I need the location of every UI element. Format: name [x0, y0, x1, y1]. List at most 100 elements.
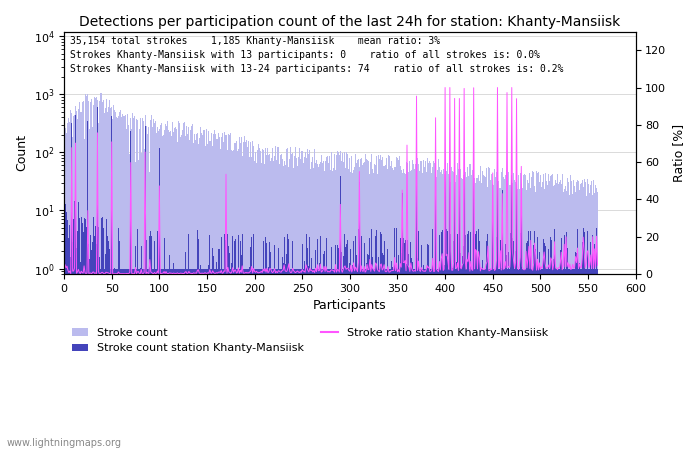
Bar	[328, 163, 330, 450]
Bar	[93, 217, 94, 450]
Bar	[77, 231, 78, 450]
Bar	[553, 186, 554, 450]
Bar	[158, 269, 159, 450]
Bar	[432, 230, 433, 450]
Bar	[185, 136, 186, 450]
Bar	[230, 269, 231, 450]
Bar	[162, 135, 164, 450]
Bar	[113, 269, 114, 450]
Bar	[211, 269, 212, 450]
Bar	[431, 269, 432, 450]
Bar	[320, 162, 321, 450]
Bar	[309, 150, 310, 450]
Bar	[401, 252, 402, 450]
Bar	[66, 133, 67, 450]
Bar	[481, 269, 482, 450]
Bar	[592, 195, 593, 450]
Bar	[524, 175, 526, 450]
Bar	[584, 182, 586, 450]
Bar	[270, 161, 272, 450]
Bar	[112, 269, 113, 450]
Bar	[449, 163, 450, 450]
Bar	[285, 165, 286, 450]
Bar	[88, 244, 90, 450]
Bar	[318, 167, 319, 450]
Bar	[424, 166, 425, 450]
Bar	[428, 163, 429, 450]
Bar	[75, 115, 76, 450]
Bar	[404, 243, 405, 450]
Bar	[393, 170, 394, 450]
Bar	[107, 236, 108, 450]
Bar	[216, 262, 217, 450]
Bar	[151, 115, 152, 450]
Bar	[149, 171, 150, 450]
Bar	[407, 240, 408, 450]
Bar	[134, 269, 135, 450]
Bar	[254, 269, 255, 450]
Bar	[177, 269, 178, 450]
Y-axis label: Ratio [%]: Ratio [%]	[672, 124, 685, 182]
Bar	[520, 173, 521, 450]
Bar	[435, 184, 436, 450]
Bar	[261, 162, 262, 450]
Bar	[497, 168, 498, 450]
Bar	[529, 173, 531, 450]
Bar	[454, 183, 455, 450]
Bar	[558, 184, 559, 450]
Bar	[293, 168, 294, 450]
Bar	[344, 168, 346, 450]
Bar	[152, 127, 153, 450]
Bar	[364, 162, 365, 450]
Bar	[173, 263, 174, 450]
Bar	[206, 269, 207, 450]
Bar	[376, 156, 377, 450]
Bar	[459, 176, 460, 450]
Bar	[372, 169, 373, 450]
Bar	[425, 161, 426, 450]
Bar	[106, 220, 107, 450]
Bar	[575, 192, 576, 450]
Bar	[111, 116, 112, 450]
Bar	[228, 246, 230, 450]
Bar	[440, 172, 441, 450]
Bar	[457, 234, 458, 450]
Bar	[138, 160, 139, 450]
Bar	[150, 231, 151, 450]
Bar	[590, 243, 592, 450]
Bar	[432, 167, 433, 450]
Bar	[420, 269, 421, 450]
Bar	[347, 240, 349, 450]
Stroke ratio station Khanty-Mansiisk	[106, 271, 114, 276]
Bar	[127, 269, 128, 450]
Bar	[376, 230, 377, 450]
Bar	[317, 239, 318, 450]
Bar	[64, 128, 66, 450]
Bar	[570, 269, 571, 450]
Bar	[196, 269, 197, 450]
Bar	[72, 137, 73, 450]
Bar	[118, 117, 119, 450]
Bar	[352, 265, 354, 450]
Bar	[384, 165, 386, 450]
Bar	[248, 269, 249, 450]
Bar	[480, 166, 481, 450]
X-axis label: Participants: Participants	[313, 299, 386, 312]
Bar	[214, 130, 215, 450]
Bar	[522, 269, 523, 450]
Bar	[522, 188, 523, 450]
Bar	[594, 194, 595, 450]
Bar	[333, 269, 334, 450]
Bar	[424, 269, 425, 450]
Bar	[511, 175, 512, 450]
Bar	[528, 184, 529, 450]
Bar	[276, 160, 277, 450]
Bar	[536, 171, 537, 450]
Bar	[70, 110, 71, 450]
Bar	[491, 174, 492, 450]
Bar	[415, 269, 416, 450]
Bar	[125, 269, 127, 450]
Bar	[281, 257, 283, 450]
Bar	[251, 157, 252, 450]
Bar	[82, 223, 83, 450]
